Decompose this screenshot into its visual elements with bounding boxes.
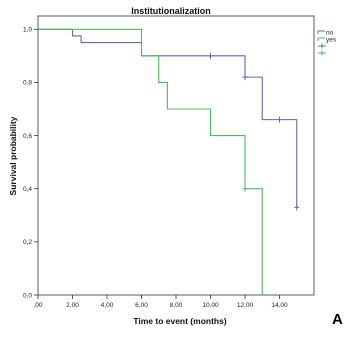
- y-axis-title: Survival probability: [8, 116, 18, 195]
- legend-swatch-yes: [317, 37, 325, 41]
- x-tick-label: ,00: [33, 302, 42, 309]
- censor-mark-no: [208, 52, 213, 59]
- legend-swatch-no: [317, 30, 325, 34]
- panel-label: A: [332, 311, 343, 328]
- x-tick-label: 2,00: [66, 302, 79, 309]
- x-tick-label: 4,00: [101, 302, 114, 309]
- y-tick-label: 0,8: [23, 80, 32, 87]
- legend-label-yes: yes: [326, 37, 337, 44]
- y-tick-label: 0,0: [23, 292, 32, 299]
- y-tick-label: 0,6: [23, 133, 32, 140]
- plot-area: [37, 15, 315, 296]
- y-tick-label: 1,0: [23, 27, 32, 34]
- x-tick-label: 6,00: [135, 302, 148, 309]
- chart-title: Institutionalization: [131, 6, 211, 16]
- legend-censor-swatch: [318, 50, 326, 56]
- x-tick-label: 8,00: [170, 302, 183, 309]
- y-tick-label: 0,2: [23, 239, 32, 246]
- censor-mark-no: [242, 74, 248, 81]
- legend-label-no: no: [326, 30, 334, 37]
- x-axis-title: Time to event (months): [133, 316, 227, 326]
- y-tick-label: 0,4: [23, 186, 32, 193]
- legend-censor-swatch: [318, 43, 326, 49]
- series-layer: [38, 28, 300, 295]
- x-tick-label: 10,00: [202, 302, 219, 309]
- censor-mark-yes: [242, 185, 248, 192]
- y-axis: 0,0 0,2 0,4 0,6 0,8 1,0: [23, 27, 38, 299]
- censor-mark-no: [294, 204, 300, 211]
- x-tick-label: 12,00: [237, 302, 254, 309]
- x-axis: ,00 2,00 4,00 6,00 8,00 10,00 12,00 14,00: [33, 295, 288, 309]
- x-tick-label: 14,00: [271, 302, 288, 309]
- censor-mark-no: [277, 116, 282, 123]
